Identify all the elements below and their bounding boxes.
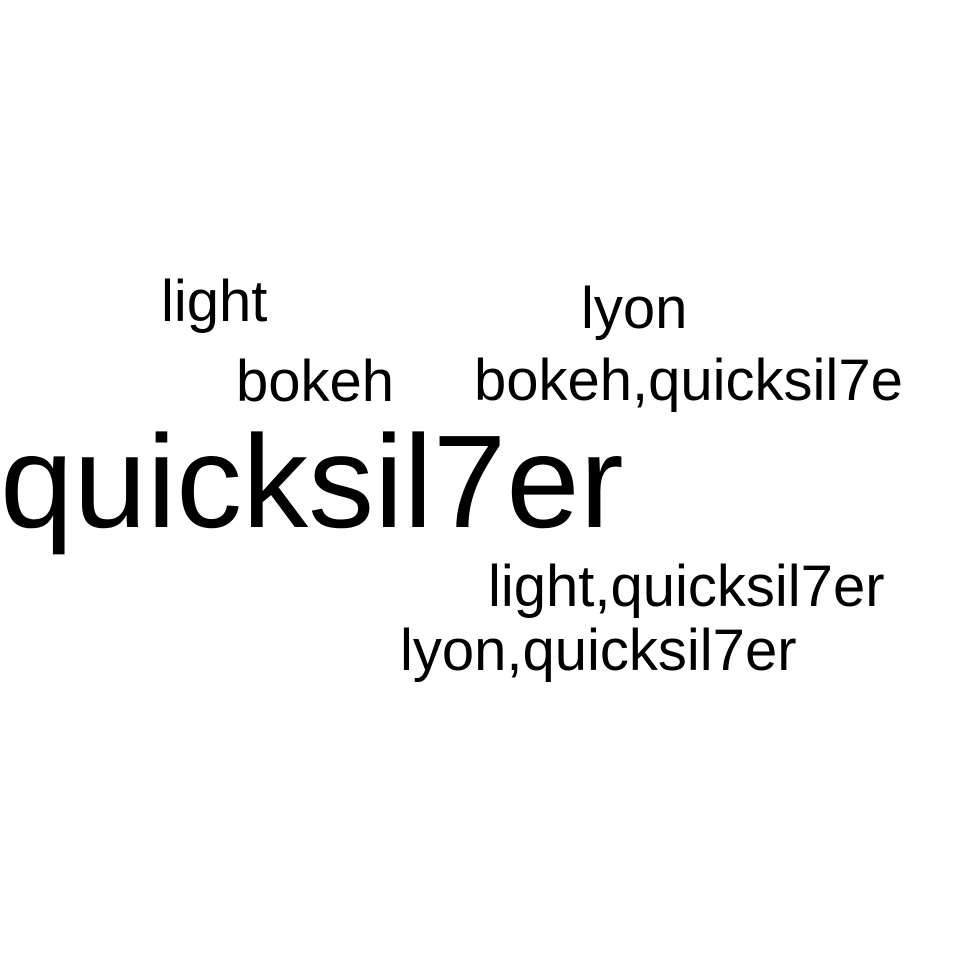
word-quicksil7er: quicksil7er	[0, 408, 624, 555]
word-lyon: lyon	[581, 276, 688, 341]
word-light: light	[161, 269, 268, 334]
word-light-quicksil7er: light,quicksil7er	[488, 554, 885, 619]
word-bokeh: bokeh	[236, 349, 395, 414]
word-bokeh-quicksil7e: bokeh,quicksil7e	[474, 348, 903, 413]
word-lyon-quicksil7er: lyon,quicksil7er	[400, 618, 797, 683]
